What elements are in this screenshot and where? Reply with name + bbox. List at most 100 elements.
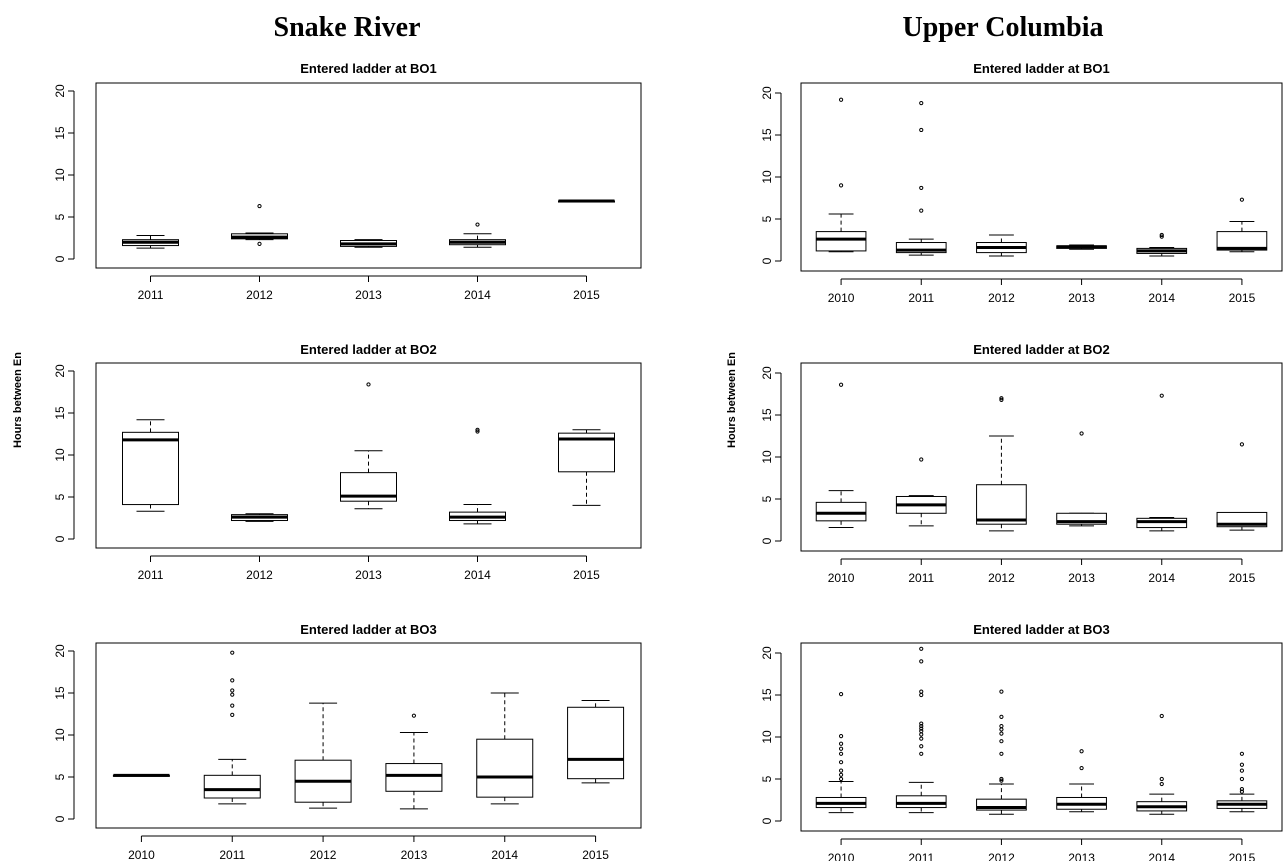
outlier-point	[999, 396, 1004, 401]
outlier-point	[230, 650, 235, 655]
left-column-title: Snake River	[274, 12, 421, 43]
outlier-point	[1079, 749, 1084, 754]
x-tick-label: 2011	[908, 571, 934, 585]
y-tick-label: 5	[53, 493, 67, 500]
outlier-point	[838, 97, 844, 102]
y-tick-label: 0	[760, 817, 774, 824]
outlier-point	[475, 222, 480, 227]
outlier-point	[919, 736, 924, 741]
boxplot-panel: Entered ladder at BO2 0 5 10 15 20 2011 2012 201…	[53, 342, 642, 582]
box-iqr	[976, 484, 1027, 525]
outlier-point	[1159, 232, 1164, 238]
outlier-point	[919, 729, 924, 734]
outlier-point	[999, 397, 1004, 402]
box-iqr	[895, 795, 947, 809]
x-tick-label: 2013	[1068, 291, 1095, 305]
box-iqr	[385, 763, 443, 792]
outlier-point	[838, 760, 844, 765]
outlier-point	[230, 703, 235, 708]
y-tick-label: 10	[760, 170, 774, 184]
y-tick-label: 5	[760, 215, 774, 222]
y-tick-label: 15	[53, 406, 67, 420]
outlier-point	[838, 692, 844, 697]
y-tick-label: 20	[53, 364, 67, 378]
boxplot-panel: Entered ladder at BO3 0 5 10 15 20 2010 2011 201…	[760, 622, 1283, 861]
y-tick-label: 20	[53, 84, 67, 98]
outlier-point	[919, 185, 924, 191]
panel-title: Entered ladder at BO3	[300, 622, 437, 637]
y-tick-label: 0	[760, 257, 774, 264]
box-iqr	[815, 231, 867, 252]
right-column-title: Upper Columbia	[903, 12, 1104, 43]
outlier-point	[999, 776, 1004, 782]
x-tick-label: 2015	[573, 288, 600, 302]
y-tick-label: 5	[53, 213, 67, 220]
y-tick-label: 10	[53, 448, 67, 462]
x-tick-label: 2012	[310, 848, 337, 861]
outlier-point	[838, 776, 844, 782]
outlier-point	[1159, 234, 1164, 239]
box-2012	[231, 513, 288, 522]
boxplot-panel: Entered ladder at BO2 0 5 10 15 20 2010 2011 201…	[760, 342, 1283, 585]
outlier-point	[411, 713, 417, 718]
outlier-point	[919, 692, 924, 698]
outlier-point	[1159, 781, 1164, 787]
box-iqr	[122, 431, 179, 506]
y-tick-label: 10	[760, 730, 774, 744]
outlier-point	[919, 208, 924, 213]
x-tick-label: 2012	[988, 571, 1015, 585]
box-2011	[895, 457, 947, 527]
y-tick-label: 15	[53, 126, 67, 140]
outlier-point	[230, 688, 235, 693]
outlier-point	[999, 714, 1004, 719]
box-2013	[340, 239, 397, 248]
panel-title: Entered ladder at BO3	[973, 622, 1110, 637]
outlier-point	[838, 183, 844, 188]
box-2015	[1216, 442, 1268, 531]
box-2012	[976, 396, 1027, 532]
outlier-point	[919, 127, 924, 133]
outlier-point	[475, 429, 480, 434]
y-tick-label: 15	[760, 408, 774, 422]
outlier-point	[919, 744, 924, 749]
box-2010	[112, 773, 170, 777]
y-tick-label: 0	[53, 255, 67, 262]
box-2013	[1056, 749, 1107, 813]
box-2015	[558, 429, 615, 506]
x-tick-label: 2010	[828, 851, 855, 861]
x-tick-label: 2015	[573, 568, 600, 582]
plot-frame	[800, 362, 1283, 552]
box-2015	[1216, 197, 1268, 253]
box-2015	[567, 700, 625, 784]
outlier-point	[1159, 713, 1164, 719]
y-tick-label: 10	[53, 728, 67, 742]
boxplot-panel: Entered ladder at BO1 0 5 10 15 20 2010 2011 201…	[760, 61, 1283, 305]
y-tick-label: 5	[760, 495, 774, 502]
outlier-point	[1239, 762, 1245, 767]
x-tick-label: 2014	[464, 288, 491, 302]
y-tick-label: 15	[760, 128, 774, 142]
panel-title: Entered ladder at BO1	[300, 61, 437, 76]
x-tick-label: 2012	[988, 851, 1015, 861]
outlier-point	[838, 746, 844, 751]
outlier-point	[1239, 442, 1245, 447]
outlier-point	[919, 723, 924, 729]
x-tick-label: 2013	[355, 568, 382, 582]
y-tick-label: 10	[760, 450, 774, 464]
outlier-point	[230, 692, 235, 697]
x-tick-label: 2015	[1229, 291, 1256, 305]
outlier-point	[1239, 776, 1245, 782]
outlier-point	[1159, 776, 1164, 782]
x-tick-label: 2015	[1229, 851, 1256, 861]
y-tick-label: 15	[760, 688, 774, 702]
outlier-point	[999, 731, 1004, 736]
x-tick-label: 2011	[138, 288, 164, 302]
outlier-point	[999, 751, 1004, 756]
x-tick-label: 2012	[246, 568, 273, 582]
box-2014	[1136, 232, 1188, 257]
box-2011	[122, 234, 179, 249]
outlier-point	[919, 646, 924, 651]
x-tick-label: 2015	[582, 848, 609, 861]
outlier-point	[1079, 431, 1084, 436]
